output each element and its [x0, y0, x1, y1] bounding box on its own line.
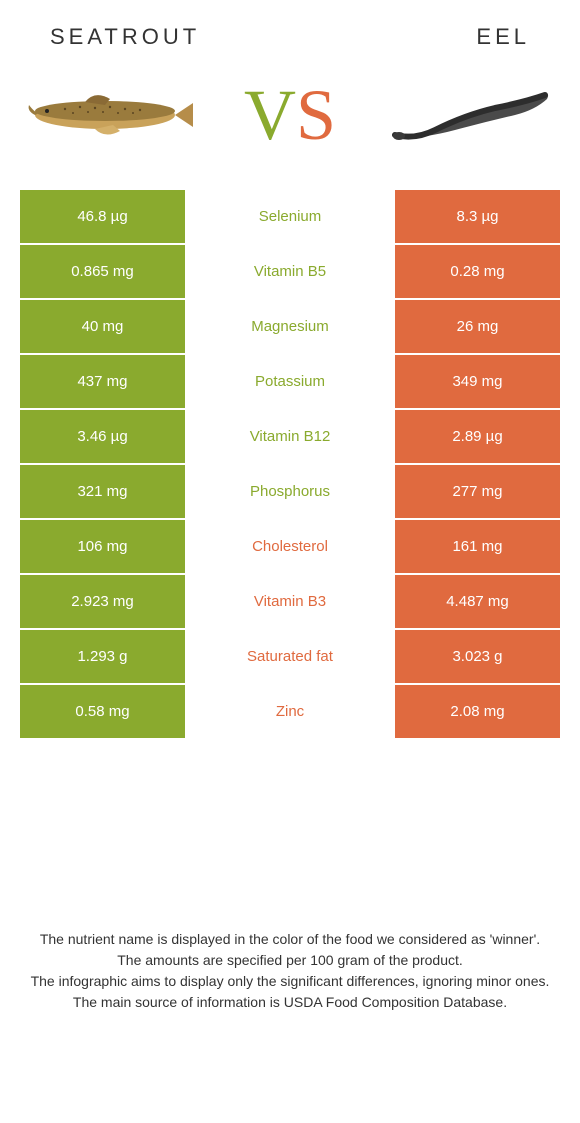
vs-s: S — [296, 75, 336, 155]
nutrient-label: Vitamin B5 — [185, 245, 395, 298]
table-row: 2.923 mgVitamin B34.487 mg — [20, 575, 560, 630]
left-value: 0.865 mg — [20, 245, 185, 298]
nutrient-table: 46.8 µgSelenium8.3 µg0.865 mgVitamin B50… — [20, 190, 560, 740]
footer-notes: The nutrient name is displayed in the co… — [0, 929, 580, 1013]
right-value: 4.487 mg — [395, 575, 560, 628]
right-title: Eel — [476, 24, 530, 50]
left-value: 3.46 µg — [20, 410, 185, 463]
table-row: 0.58 mgZinc2.08 mg — [20, 685, 560, 740]
right-value: 2.89 µg — [395, 410, 560, 463]
nutrient-label: Potassium — [185, 355, 395, 408]
left-value: 321 mg — [20, 465, 185, 518]
left-value: 46.8 µg — [20, 190, 185, 243]
seatrout-image — [20, 70, 200, 160]
left-value: 40 mg — [20, 300, 185, 353]
table-row: 106 mgCholesterol161 mg — [20, 520, 560, 575]
left-value: 0.58 mg — [20, 685, 185, 738]
table-row: 437 mgPotassium349 mg — [20, 355, 560, 410]
right-value: 2.08 mg — [395, 685, 560, 738]
images-row: VS — [0, 60, 580, 190]
right-value: 8.3 µg — [395, 190, 560, 243]
nutrient-label: Vitamin B3 — [185, 575, 395, 628]
left-title: Seatrout — [50, 24, 200, 50]
nutrient-label: Selenium — [185, 190, 395, 243]
vs-label: VS — [244, 79, 336, 151]
nutrient-label: Zinc — [185, 685, 395, 738]
footer-line-4: The main source of information is USDA F… — [30, 992, 550, 1013]
right-value: 277 mg — [395, 465, 560, 518]
right-value: 26 mg — [395, 300, 560, 353]
nutrient-label: Magnesium — [185, 300, 395, 353]
table-row: 0.865 mgVitamin B50.28 mg — [20, 245, 560, 300]
nutrient-label: Cholesterol — [185, 520, 395, 573]
header: Seatrout Eel — [0, 0, 580, 60]
table-row: 3.46 µgVitamin B122.89 µg — [20, 410, 560, 465]
footer-line-2: The amounts are specified per 100 gram o… — [30, 950, 550, 971]
right-value: 349 mg — [395, 355, 560, 408]
left-value: 1.293 g — [20, 630, 185, 683]
table-row: 46.8 µgSelenium8.3 µg — [20, 190, 560, 245]
left-value: 106 mg — [20, 520, 185, 573]
nutrient-label: Phosphorus — [185, 465, 395, 518]
footer-line-3: The infographic aims to display only the… — [30, 971, 550, 992]
footer-line-1: The nutrient name is displayed in the co… — [30, 929, 550, 950]
vs-v: V — [244, 75, 296, 155]
eel-image — [380, 70, 560, 160]
nutrient-label: Vitamin B12 — [185, 410, 395, 463]
table-row: 40 mgMagnesium26 mg — [20, 300, 560, 355]
nutrient-label: Saturated fat — [185, 630, 395, 683]
table-row: 1.293 gSaturated fat3.023 g — [20, 630, 560, 685]
table-row: 321 mgPhosphorus277 mg — [20, 465, 560, 520]
left-value: 437 mg — [20, 355, 185, 408]
right-value: 161 mg — [395, 520, 560, 573]
left-value: 2.923 mg — [20, 575, 185, 628]
right-value: 0.28 mg — [395, 245, 560, 298]
right-value: 3.023 g — [395, 630, 560, 683]
